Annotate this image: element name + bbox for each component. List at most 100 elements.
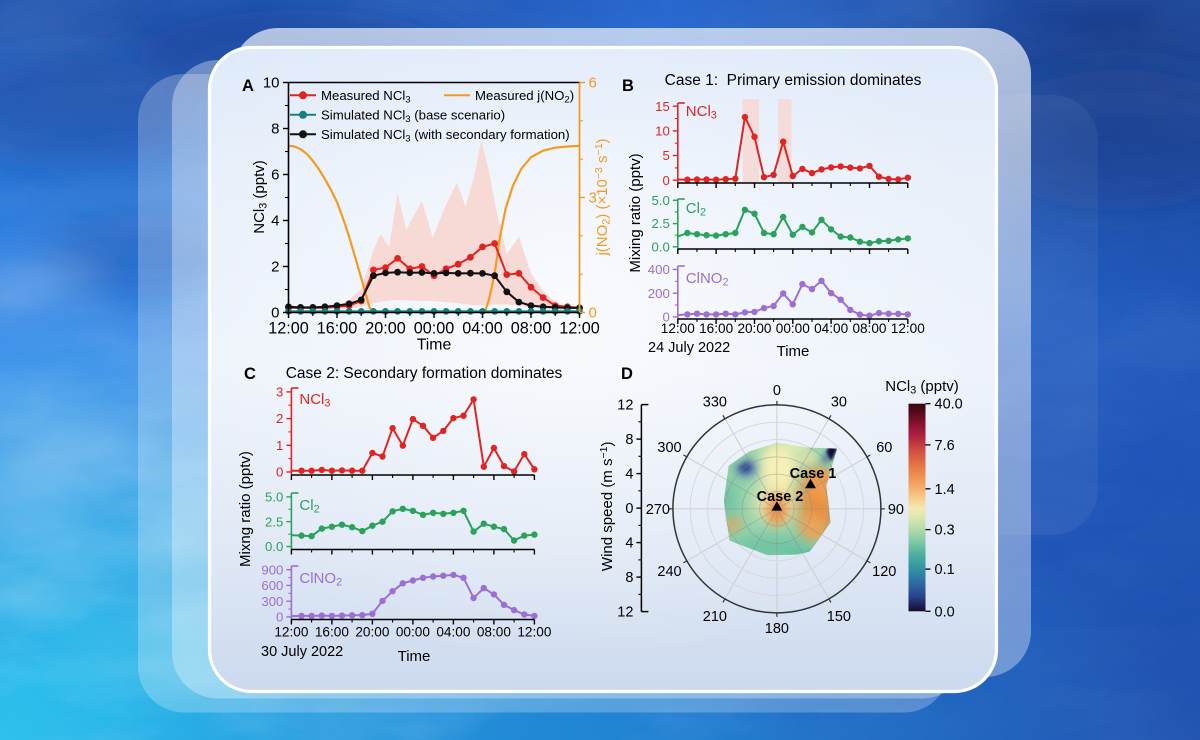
svg-text:0.3: 0.3: [935, 523, 955, 539]
svg-text:12:00: 12:00: [274, 625, 308, 640]
svg-text:12:00: 12:00: [517, 625, 551, 640]
svg-text:5: 5: [662, 148, 669, 163]
svg-text:7.6: 7.6: [935, 438, 955, 454]
svg-text:4: 4: [271, 213, 279, 230]
svg-text:0.0: 0.0: [935, 604, 955, 620]
svg-text:0: 0: [773, 383, 781, 399]
svg-text:NCl3 (pptv): NCl3 (pptv): [885, 378, 959, 397]
svg-text:6: 6: [271, 167, 279, 184]
svg-text:2.5: 2.5: [265, 514, 283, 529]
svg-text:NCl3: NCl3: [686, 103, 717, 122]
svg-text:Case 2: Secondary formation do: Case 2: Secondary formation dominates: [286, 365, 563, 382]
svg-text:Measured NCl3: Measured NCl3: [321, 88, 411, 105]
svg-text:5.0: 5.0: [265, 490, 283, 505]
svg-text:Mixing ratio (pptv): Mixing ratio (pptv): [627, 153, 644, 272]
svg-text:10: 10: [263, 75, 280, 92]
svg-text:0: 0: [589, 305, 597, 322]
svg-text:12:00: 12:00: [268, 319, 309, 337]
svg-text:6: 6: [589, 75, 597, 92]
svg-text:Measured j(NO2): Measured j(NO2): [475, 88, 574, 105]
svg-text:Wind speed (m s−1): Wind speed (m s−1): [598, 442, 616, 572]
svg-text:04:00: 04:00: [814, 321, 848, 336]
svg-text:00:00: 00:00: [396, 625, 430, 640]
svg-text:15: 15: [655, 99, 670, 114]
svg-text:16:00: 16:00: [315, 625, 349, 640]
svg-text:Mixng ratio (pptv): Mixng ratio (pptv): [237, 451, 254, 567]
svg-text:40.0: 40.0: [935, 397, 963, 413]
svg-text:Time: Time: [417, 337, 452, 354]
svg-text:4: 4: [625, 536, 633, 552]
svg-text:0.0: 0.0: [265, 539, 283, 554]
svg-text:8: 8: [271, 121, 279, 138]
svg-text:200: 200: [648, 286, 670, 301]
svg-text:NCl3: NCl3: [299, 391, 330, 410]
svg-text:0.0: 0.0: [651, 239, 669, 254]
svg-text:5.0: 5.0: [651, 193, 669, 208]
svg-text:20:00: 20:00: [365, 319, 406, 337]
svg-text:08:00: 08:00: [477, 625, 511, 640]
svg-text:2: 2: [276, 411, 283, 426]
svg-text:Simulated NCl3 (base scenario): Simulated NCl3 (base scenario): [321, 108, 505, 125]
svg-text:10: 10: [655, 124, 670, 139]
svg-text:16:00: 16:00: [317, 319, 358, 337]
svg-text:NCl3 (pptv): NCl3 (pptv): [251, 160, 270, 234]
svg-text:150: 150: [827, 609, 851, 625]
svg-text:30 July 2022: 30 July 2022: [261, 644, 343, 660]
svg-text:300: 300: [657, 440, 681, 456]
svg-text:ClNO2: ClNO2: [686, 270, 729, 289]
svg-text:20:00: 20:00: [355, 625, 389, 640]
svg-text:A: A: [242, 77, 254, 95]
svg-text:C: C: [244, 365, 256, 383]
svg-text:180: 180: [765, 621, 789, 637]
svg-text:Case 1: Case 1: [790, 466, 837, 482]
svg-text:0: 0: [662, 173, 669, 188]
svg-text:3: 3: [589, 190, 597, 207]
svg-text:1.4: 1.4: [935, 482, 955, 498]
svg-text:3: 3: [276, 385, 283, 400]
svg-text:1: 1: [276, 438, 283, 453]
svg-text:Time: Time: [777, 343, 810, 360]
svg-text:60: 60: [876, 440, 892, 456]
svg-text:0: 0: [662, 310, 669, 325]
svg-text:12: 12: [617, 398, 633, 414]
svg-text:300: 300: [261, 594, 283, 609]
svg-text:12:00: 12:00: [891, 321, 925, 336]
svg-text:30: 30: [831, 394, 847, 410]
svg-text:j(NO2) (×10−3 s−1): j(NO2) (×10−3 s−1): [593, 138, 613, 256]
svg-text:12: 12: [617, 605, 633, 621]
svg-text:B: B: [622, 77, 634, 95]
svg-text:8: 8: [625, 432, 633, 448]
svg-text:0: 0: [271, 305, 279, 322]
svg-text:90: 90: [888, 502, 904, 518]
svg-text:0: 0: [276, 610, 283, 625]
svg-text:Simulated NCl3 (with secondary: Simulated NCl3 (with secondary formation…: [321, 127, 570, 144]
svg-text:600: 600: [261, 578, 283, 593]
svg-text:08:00: 08:00: [511, 319, 552, 337]
svg-text:0.1: 0.1: [935, 562, 955, 578]
svg-text:2: 2: [271, 259, 279, 276]
svg-text:00:00: 00:00: [776, 321, 810, 336]
svg-text:Case 1: Primary emission domi: Case 1: Primary emission dominates: [665, 72, 922, 89]
svg-text:8: 8: [625, 570, 633, 586]
svg-text:24 July 2022: 24 July 2022: [648, 340, 730, 356]
svg-text:Time: Time: [398, 648, 431, 665]
svg-text:270: 270: [646, 502, 670, 518]
svg-text:Case 2: Case 2: [757, 489, 804, 505]
svg-text:04:00: 04:00: [436, 625, 470, 640]
svg-text:400: 400: [648, 262, 670, 277]
svg-text:210: 210: [703, 609, 727, 625]
svg-text:00:00: 00:00: [414, 319, 455, 337]
svg-text:120: 120: [872, 564, 896, 580]
svg-text:ClNO2: ClNO2: [299, 570, 342, 589]
svg-text:08:00: 08:00: [852, 321, 886, 336]
svg-text:240: 240: [657, 564, 681, 580]
svg-text:12:00: 12:00: [559, 319, 600, 337]
svg-text:4: 4: [625, 467, 633, 483]
svg-text:D: D: [621, 365, 633, 383]
svg-text:20:00: 20:00: [737, 321, 771, 336]
svg-text:12:00: 12:00: [661, 321, 695, 336]
svg-text:330: 330: [703, 394, 727, 410]
svg-text:0: 0: [625, 501, 633, 517]
svg-text:16:00: 16:00: [699, 321, 733, 336]
svg-text:04:00: 04:00: [462, 319, 503, 337]
